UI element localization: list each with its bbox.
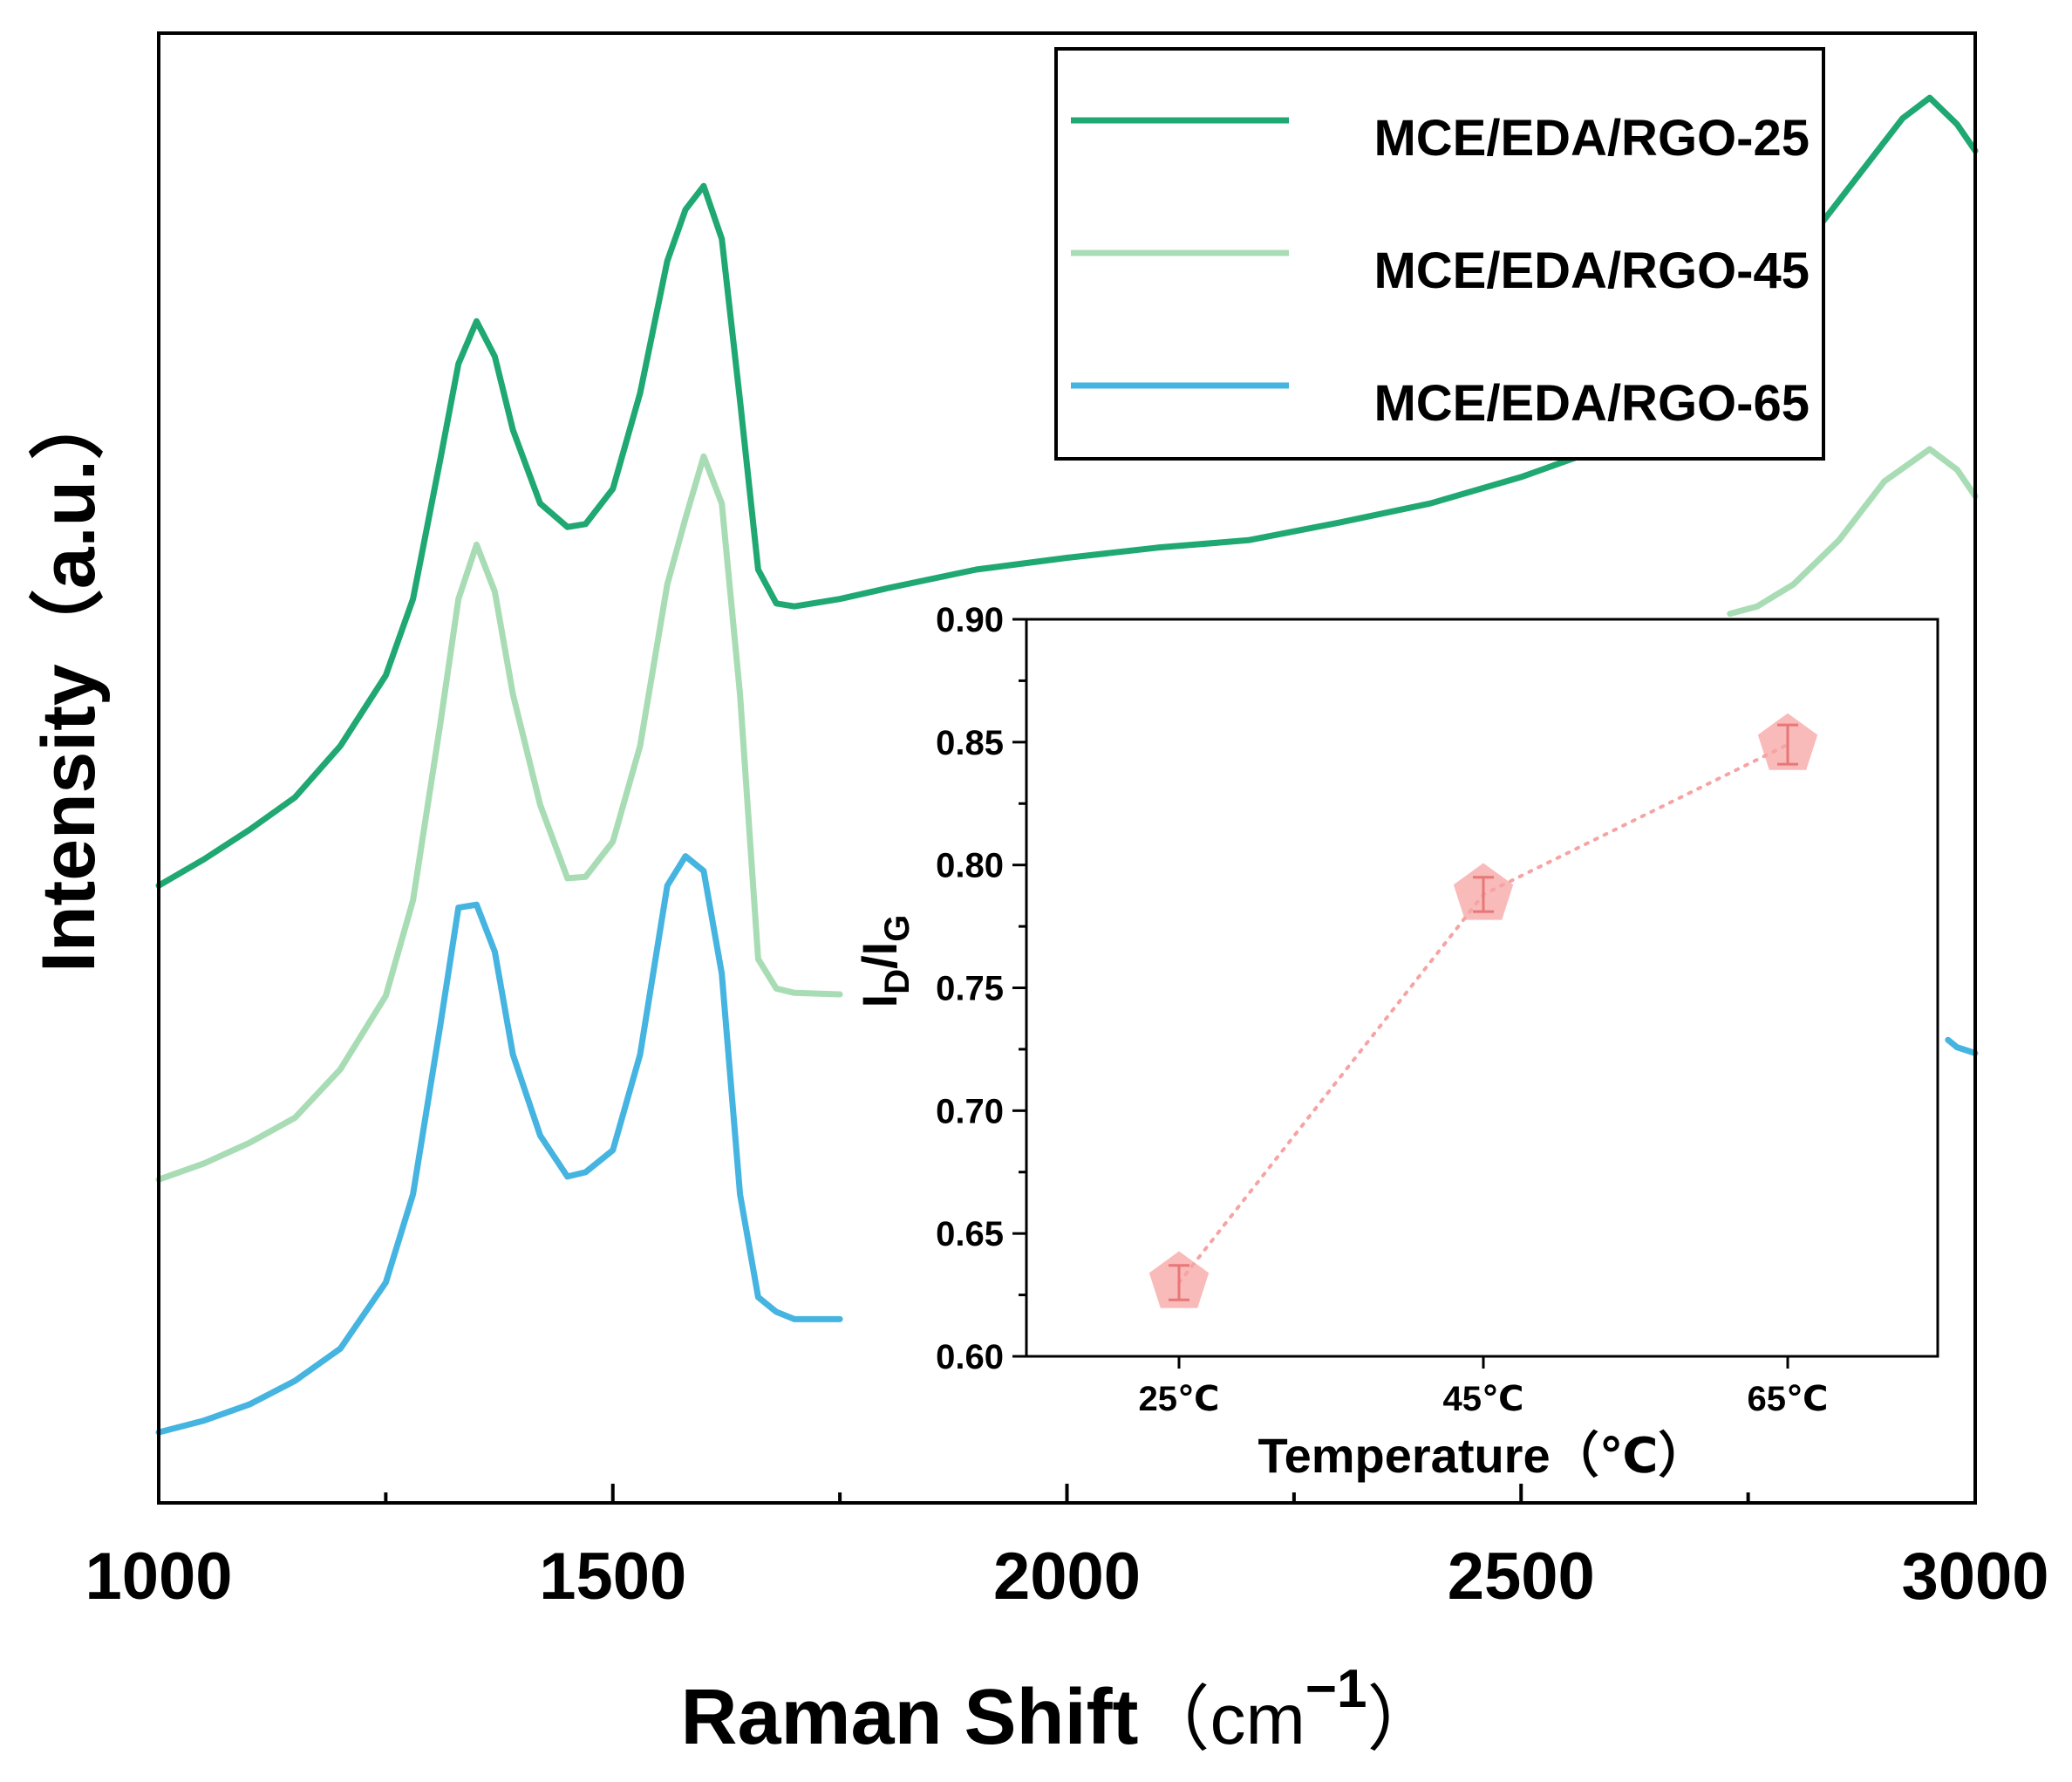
series-line-3-segment-1 — [155, 853, 843, 1436]
main-y-axis-label: Intensity（a.u.） — [27, 385, 111, 973]
main-x-tick-label: 2000 — [993, 1540, 1141, 1614]
inset-x-ticks: 25℃ 45℃ 65℃ — [1139, 1356, 1829, 1418]
inset-y-tick-label: 0.65 — [936, 1215, 1004, 1253]
inset-x-tick-label: 65℃ — [1748, 1380, 1829, 1418]
inset-y-axis-label-slash: /I — [852, 942, 907, 969]
inset-y-tick-label: 0.80 — [936, 847, 1004, 885]
inset-marks — [1148, 713, 1818, 1308]
inset-plot: 0.60 0.65 0.70 0.75 0.80 0.85 0.90 25℃ 45℃ 65℃ I… — [852, 601, 1939, 1483]
inset-y-ticks: 0.60 0.65 0.70 0.75 0.80 0.85 0.90 — [936, 601, 1026, 1376]
inset-y-axis-label-main: I — [852, 994, 907, 1008]
series-line-2-segment-1 — [155, 453, 843, 1183]
main-x-axis-label-name: Raman Shift — [680, 1674, 1138, 1761]
main-x-tick-label: 1000 — [85, 1540, 232, 1614]
legend: MCE/EDA/RGO-25 MCE/EDA/RGO-45 MCE/EDA/RGO-… — [1054, 47, 1825, 461]
inset-y-axis-label-sub-g: G — [878, 915, 917, 942]
main-x-axis-label: Raman Shift（cm−1） — [680, 1659, 1438, 1761]
inset-x-tick-label: 25℃ — [1139, 1380, 1220, 1418]
main-x-axis-label-exponent: −1 — [1305, 1659, 1367, 1719]
inset-y-tick-label: 0.60 — [936, 1338, 1004, 1376]
legend-label-1: MCE/EDA/RGO-25 — [1373, 110, 1810, 167]
series-line-2-segment-2 — [1727, 446, 1979, 618]
legend-label-2: MCE/EDA/RGO-45 — [1373, 242, 1810, 299]
inset-y-tick-label: 0.90 — [936, 601, 1004, 639]
main-x-axis-label-close: ） — [1367, 1680, 1439, 1759]
series-line-3-segment-2 — [1945, 1036, 1979, 1056]
inset-y-axis-label: ID/IG — [852, 915, 917, 1008]
main-x-axis-label-unit: （cm — [1139, 1680, 1305, 1759]
legend-items: MCE/EDA/RGO-25 MCE/EDA/RGO-45 MCE/EDA/RGO-… — [1071, 110, 1810, 432]
inset-x-tick-label: 45℃ — [1443, 1380, 1524, 1418]
inset-error-bar-1 — [1169, 1264, 1189, 1301]
inset-y-tick-label: 0.85 — [936, 724, 1004, 762]
main-x-ticks: 1000 1500 2000 2500 3000 — [85, 1484, 2049, 1614]
inset-y-axis-label-sub-d: D — [878, 969, 917, 994]
main-x-tick-label: 2500 — [1448, 1540, 1595, 1614]
legend-label-3: MCE/EDA/RGO-65 — [1373, 375, 1810, 432]
inset-error-bar-2 — [1473, 876, 1494, 913]
main-x-tick-label: 3000 — [1901, 1540, 2048, 1614]
main-plot: 1000 1500 2000 2500 3000 Intensity（a.u.） Ram… — [27, 31, 2049, 1761]
inset-y-tick-label: 0.70 — [936, 1092, 1004, 1130]
inset-error-bar-3 — [1777, 723, 1798, 766]
inset-y-tick-label: 0.75 — [936, 970, 1004, 1008]
main-x-tick-label: 1500 — [539, 1540, 686, 1614]
inset-x-axis-label: Temperature（℃） — [1258, 1428, 1707, 1483]
